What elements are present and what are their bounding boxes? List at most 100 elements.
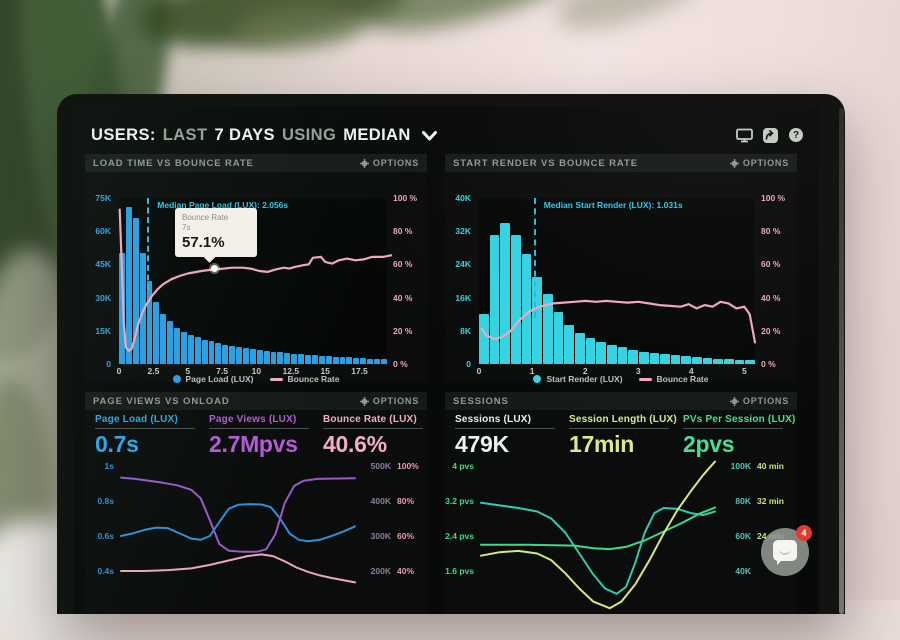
metric-underline <box>95 428 195 429</box>
options-button[interactable]: OPTIONS <box>360 396 419 406</box>
panel-title-bar: LOAD TIME VS BOUNCE RATE OPTIONS <box>85 154 427 172</box>
metric-value: 17min <box>569 431 677 458</box>
header-part: USERS: <box>91 126 156 145</box>
legend-label: Bounce Rate <box>288 374 340 384</box>
smile-icon <box>779 549 791 555</box>
options-button[interactable]: OPTIONS <box>730 158 789 168</box>
metric-label: PVs Per Session (LUX) <box>683 414 791 425</box>
gear-icon <box>730 397 739 406</box>
options-label: OPTIONS <box>373 396 419 406</box>
metric-value: 40.6% <box>323 431 431 458</box>
tooltip: Bounce Rate 7s 57.1% <box>175 208 257 257</box>
header-part: MEDIAN <box>343 126 410 145</box>
plant-leaf <box>551 0 709 42</box>
panel-page-views-vs-onload: PAGE VIEWS VS ONLOAD OPTIONS Page Load (… <box>85 392 427 614</box>
metrics-row: Page Load (LUX) 0.7s Page Views (LUX) 2.… <box>95 414 423 458</box>
legend-label: Bounce Rate <box>657 374 709 384</box>
median-label: Median Start Render (LUX): 1.031s <box>544 200 683 210</box>
tooltip-value: 57.1% <box>182 234 250 251</box>
y-axis-right: 100 %80 %60 %40 %20 %0 % <box>755 198 797 364</box>
options-button[interactable]: OPTIONS <box>730 396 789 406</box>
gear-icon <box>360 159 369 168</box>
metric-underline <box>209 428 309 429</box>
panel-title: START RENDER VS BOUNCE RATE <box>453 158 638 169</box>
options-label: OPTIONS <box>373 158 419 168</box>
users-filter-dropdown[interactable]: USERS: LAST 7 DAYS USING MEDIAN <box>91 125 437 146</box>
metric-underline <box>569 428 669 429</box>
gear-icon <box>730 159 739 168</box>
legend-label: Page Load (LUX) <box>186 374 254 384</box>
tooltip-title: Bounce Rate <box>182 213 250 223</box>
plot-area[interactable]: Median Start Render (LUX): 1.031s <box>479 198 755 364</box>
tooltip-anchor-dot <box>211 265 218 272</box>
legend-item[interactable]: Bounce Rate <box>270 374 340 384</box>
panel-title: PAGE VIEWS VS ONLOAD <box>93 396 230 407</box>
chevron-down-icon[interactable] <box>422 127 437 146</box>
dashboard-header: USERS: LAST 7 DAYS USING MEDIAN ? <box>91 122 805 148</box>
legend-dot-icon <box>533 375 541 383</box>
header-part: 7 DAYS <box>214 126 275 145</box>
header-part: LAST <box>163 126 208 145</box>
legend-dash-icon <box>639 378 652 381</box>
metric-label: Page Load (LUX) <box>95 414 203 425</box>
header-icons: ? <box>735 127 805 143</box>
median-line: Median Page Load (LUX): 2.056s <box>147 198 149 290</box>
metric-label: Bounce Rate (LUX) <box>323 414 431 425</box>
metric-sessions: Sessions (LUX) 479K <box>455 414 563 458</box>
metric-underline <box>455 428 555 429</box>
legend-item[interactable]: Start Render (LUX) <box>533 374 622 384</box>
legend-dot-icon <box>173 375 181 383</box>
share-icon[interactable] <box>761 127 779 143</box>
options-label: OPTIONS <box>743 396 789 406</box>
panel-title-bar: SESSIONS OPTIONS <box>445 392 797 410</box>
metric-underline <box>323 428 423 429</box>
gear-icon <box>360 397 369 406</box>
y-axis-right: 100 %80 %60 %40 %20 %0 % <box>387 198 427 364</box>
metric-bounce-rate: Bounce Rate (LUX) 40.6% <box>323 414 431 458</box>
header-part: USING <box>282 126 336 145</box>
bounce-rate-line <box>479 198 755 364</box>
panel-title-bar: START RENDER VS BOUNCE RATE OPTIONS <box>445 154 797 172</box>
chat-widget-button[interactable]: 4 <box>761 528 809 576</box>
metric-value: 479K <box>455 431 563 458</box>
metric-value: 0.7s <box>95 431 203 458</box>
metric-page-load: Page Load (LUX) 0.7s <box>95 414 203 458</box>
chat-bubble-icon <box>773 540 797 561</box>
trend-lines <box>481 456 715 614</box>
laptop-frame: USERS: LAST 7 DAYS USING MEDIAN ? <box>57 94 845 614</box>
legend-item[interactable]: Bounce Rate <box>639 374 709 384</box>
display-icon[interactable] <box>735 127 753 143</box>
dashboard-screen: USERS: LAST 7 DAYS USING MEDIAN ? <box>73 106 819 614</box>
metric-pvs-per-session: PVs Per Session (LUX) 2pvs <box>683 414 791 458</box>
chart-legend: Start Render (LUX) Bounce Rate <box>445 374 797 384</box>
notification-badge: 4 <box>796 525 812 541</box>
metric-value: 2pvs <box>683 431 791 458</box>
legend-label: Start Render (LUX) <box>546 374 622 384</box>
help-icon[interactable]: ? <box>787 127 805 143</box>
plot-area[interactable] <box>481 456 715 614</box>
metric-page-views: Page Views (LUX) 2.7Mpvs <box>209 414 317 458</box>
metric-label: Session Length (LUX) <box>569 414 677 425</box>
legend-item[interactable]: Page Load (LUX) <box>173 374 254 384</box>
panel-title: SESSIONS <box>453 396 509 407</box>
tooltip-x-value: 7s <box>182 223 250 233</box>
metric-label: Sessions (LUX) <box>455 414 563 425</box>
plot-area[interactable] <box>121 456 355 614</box>
metrics-row: Sessions (LUX) 479K Session Length (LUX)… <box>455 414 793 458</box>
legend-dash-icon <box>270 378 283 381</box>
panel-sessions: SESSIONS OPTIONS Sessions (LUX) 479K Ses… <box>445 392 797 614</box>
plot-area[interactable]: Median Page Load (LUX): 2.056s Bounce Ra… <box>119 198 387 364</box>
options-button[interactable]: OPTIONS <box>360 158 419 168</box>
median-line: Median Start Render (LUX): 1.031s <box>534 198 536 318</box>
panel-title-bar: PAGE VIEWS VS ONLOAD OPTIONS <box>85 392 427 410</box>
